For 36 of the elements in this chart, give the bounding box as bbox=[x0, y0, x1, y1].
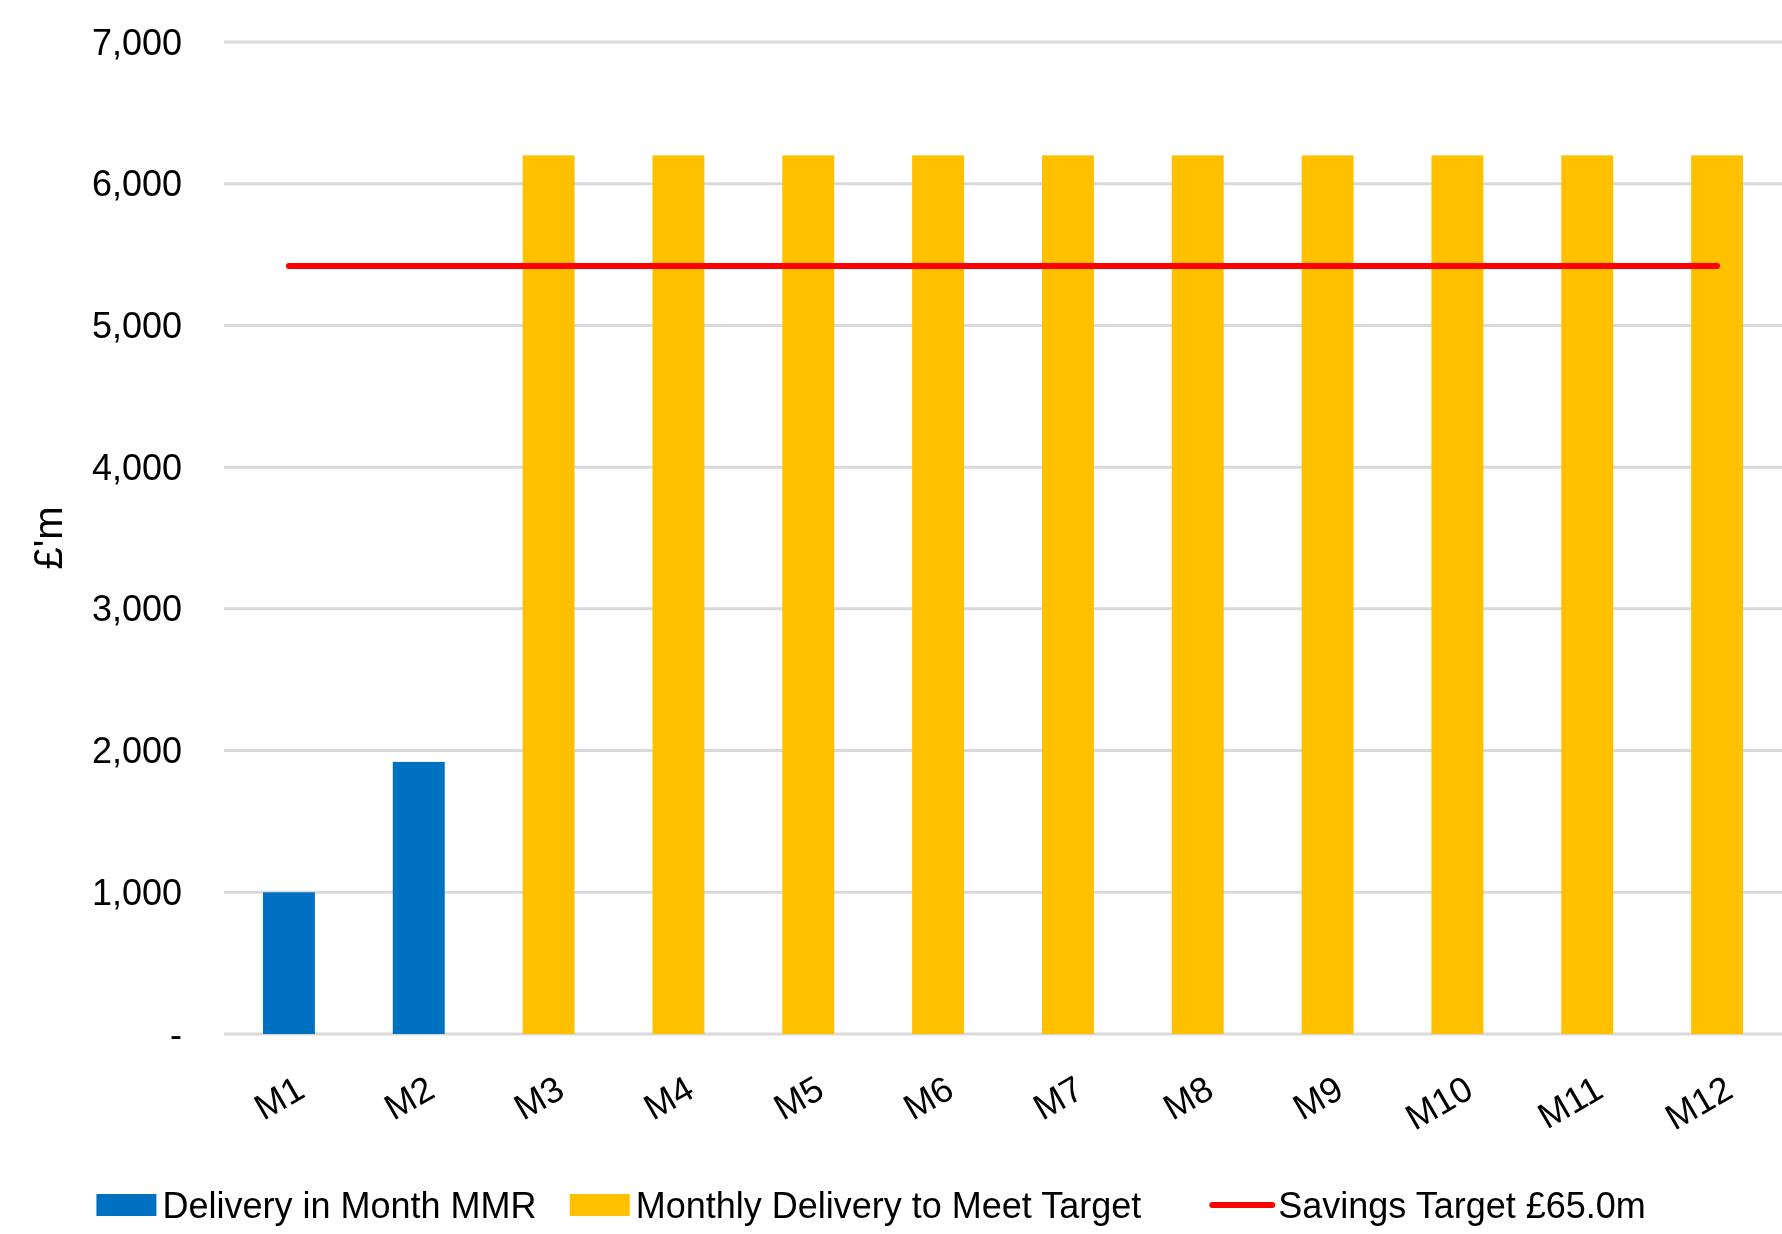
y-tick-label: 5,000 bbox=[91, 305, 182, 347]
bar bbox=[1691, 155, 1744, 1034]
bar bbox=[782, 155, 835, 1034]
x-tick-label: M7 bbox=[1026, 1067, 1090, 1128]
legend-label: Monthly Delivery to Meet Target bbox=[635, 1185, 1142, 1226]
x-tick-label: M8 bbox=[1155, 1067, 1220, 1128]
bar bbox=[522, 155, 575, 1034]
x-tick-label: M3 bbox=[506, 1067, 571, 1128]
x-tick-label: M11 bbox=[1530, 1067, 1610, 1137]
x-tick-label: M4 bbox=[636, 1067, 701, 1128]
x-tick-label: M10 bbox=[1398, 1067, 1480, 1138]
bar bbox=[1431, 155, 1484, 1034]
bar bbox=[1301, 155, 1354, 1034]
x-tick-label: M5 bbox=[766, 1067, 831, 1128]
y-tick-label: 3,000 bbox=[91, 588, 182, 630]
bar bbox=[392, 761, 445, 1034]
bar bbox=[912, 155, 965, 1034]
x-tick-label: M12 bbox=[1657, 1067, 1740, 1138]
y-tick-label: 4,000 bbox=[91, 446, 182, 488]
x-tick-label: M6 bbox=[896, 1067, 961, 1128]
x-tick-label: M9 bbox=[1285, 1067, 1350, 1128]
legend-label: Savings Target £65.0m bbox=[1278, 1185, 1646, 1226]
bar bbox=[1561, 155, 1614, 1034]
bar bbox=[652, 155, 705, 1034]
bar bbox=[1041, 155, 1094, 1034]
bar bbox=[262, 892, 315, 1034]
legend-label: Delivery in Month MMR bbox=[162, 1185, 537, 1226]
x-tick-label: M2 bbox=[376, 1067, 441, 1128]
y-tick-label: 7,000 bbox=[91, 21, 182, 63]
y-axis-title: £'m bbox=[26, 506, 70, 570]
bar bbox=[1171, 155, 1224, 1034]
y-tick-label: 2,000 bbox=[91, 730, 182, 772]
y-tick-label: 1,000 bbox=[91, 871, 182, 913]
x-tick-label: M1 bbox=[247, 1067, 311, 1128]
y-tick-label: 6,000 bbox=[91, 163, 182, 205]
y-tick-label: - bbox=[170, 1013, 182, 1055]
